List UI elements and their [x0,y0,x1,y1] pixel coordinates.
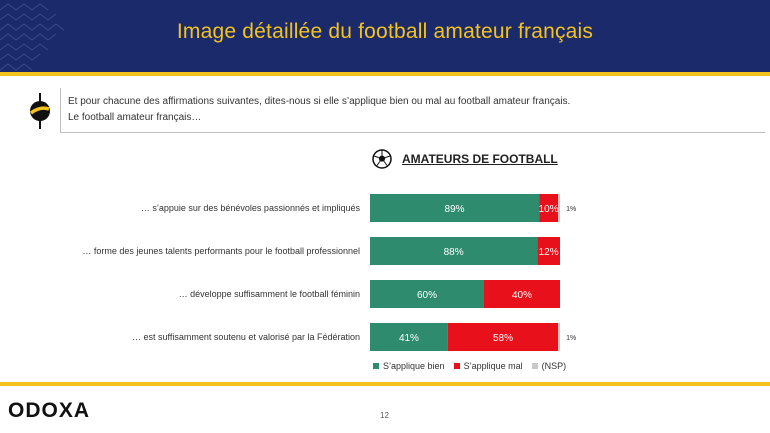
bar-value-label: 58% [493,333,513,344]
bar-value-label: 60% [417,290,437,301]
bar-segment [447,323,559,351]
row-label: … s’appuie sur des bénévoles passionnés … [141,203,361,213]
bar-segment [370,280,484,308]
stacked-bar-chart: … s’appuie sur des bénévoles passionnés … [82,194,576,351]
legend-item-nsp: (NSP) [531,361,567,371]
header-gold-stripe [0,72,770,76]
legend-item-bien: S’applique bien [373,361,445,371]
bar-segment [484,280,560,308]
odoxa-question-icon [29,93,50,129]
legend-label-bien: S’applique bien [383,361,445,371]
question-text: Et pour chacune des affirmations suivant… [68,94,708,126]
bar-value-label: 10% [539,204,559,215]
bar-segment [370,194,540,222]
panel-title: AMATEURS DE FOOTBALL [372,149,558,169]
bar-value-label: 40% [512,290,532,301]
legend-label-mal: S’applique mal [463,361,523,371]
bar-segment [370,323,448,351]
chart-legend: S’applique bien S’applique mal (NSP) [373,361,575,371]
legend-swatch-mal [453,363,460,369]
question-subline: Le football amateur français… [68,112,202,123]
row-label: … développe suffisamment le football fém… [179,289,360,299]
bar-segment [558,323,561,351]
bar-nsp-label: 1% [566,335,576,342]
legend-swatch-nsp [531,363,538,369]
row-label: … est suffisamment soutenu et valorisé p… [132,332,360,342]
bar-segment [370,237,538,265]
bar-value-label: 88% [444,247,464,258]
question-divider-horizontal [60,132,765,133]
bar-segment [537,237,560,265]
page-title: Image détaillée du football amateur fran… [176,20,594,43]
legend-item-mal: S’applique mal [453,361,523,371]
football-icon [372,149,392,169]
bar-segment [539,194,559,222]
odoxa-logo: ODOXA [8,399,91,422]
bar-value-label: 41% [399,333,419,344]
legend-label-nsp: (NSP) [541,361,567,371]
bar-value-label: 89% [445,204,465,215]
question-divider-vertical [60,88,61,132]
header-banner: Image détaillée du football amateur fran… [0,0,770,72]
header-chevron-pattern [0,3,65,71]
bar-value-label: 12% [539,247,559,258]
bar-segment [558,194,561,222]
row-label: … forme des jeunes talents performants p… [82,246,360,256]
footer-gold-stripe [0,382,770,386]
panel-title-text: AMATEURS DE FOOTBALL [402,152,558,166]
legend-swatch-bien [373,363,379,369]
bar-nsp-label: 1% [566,206,576,213]
page-number: 12 [380,411,389,420]
question-line: Et pour chacune des affirmations suivant… [68,96,571,107]
